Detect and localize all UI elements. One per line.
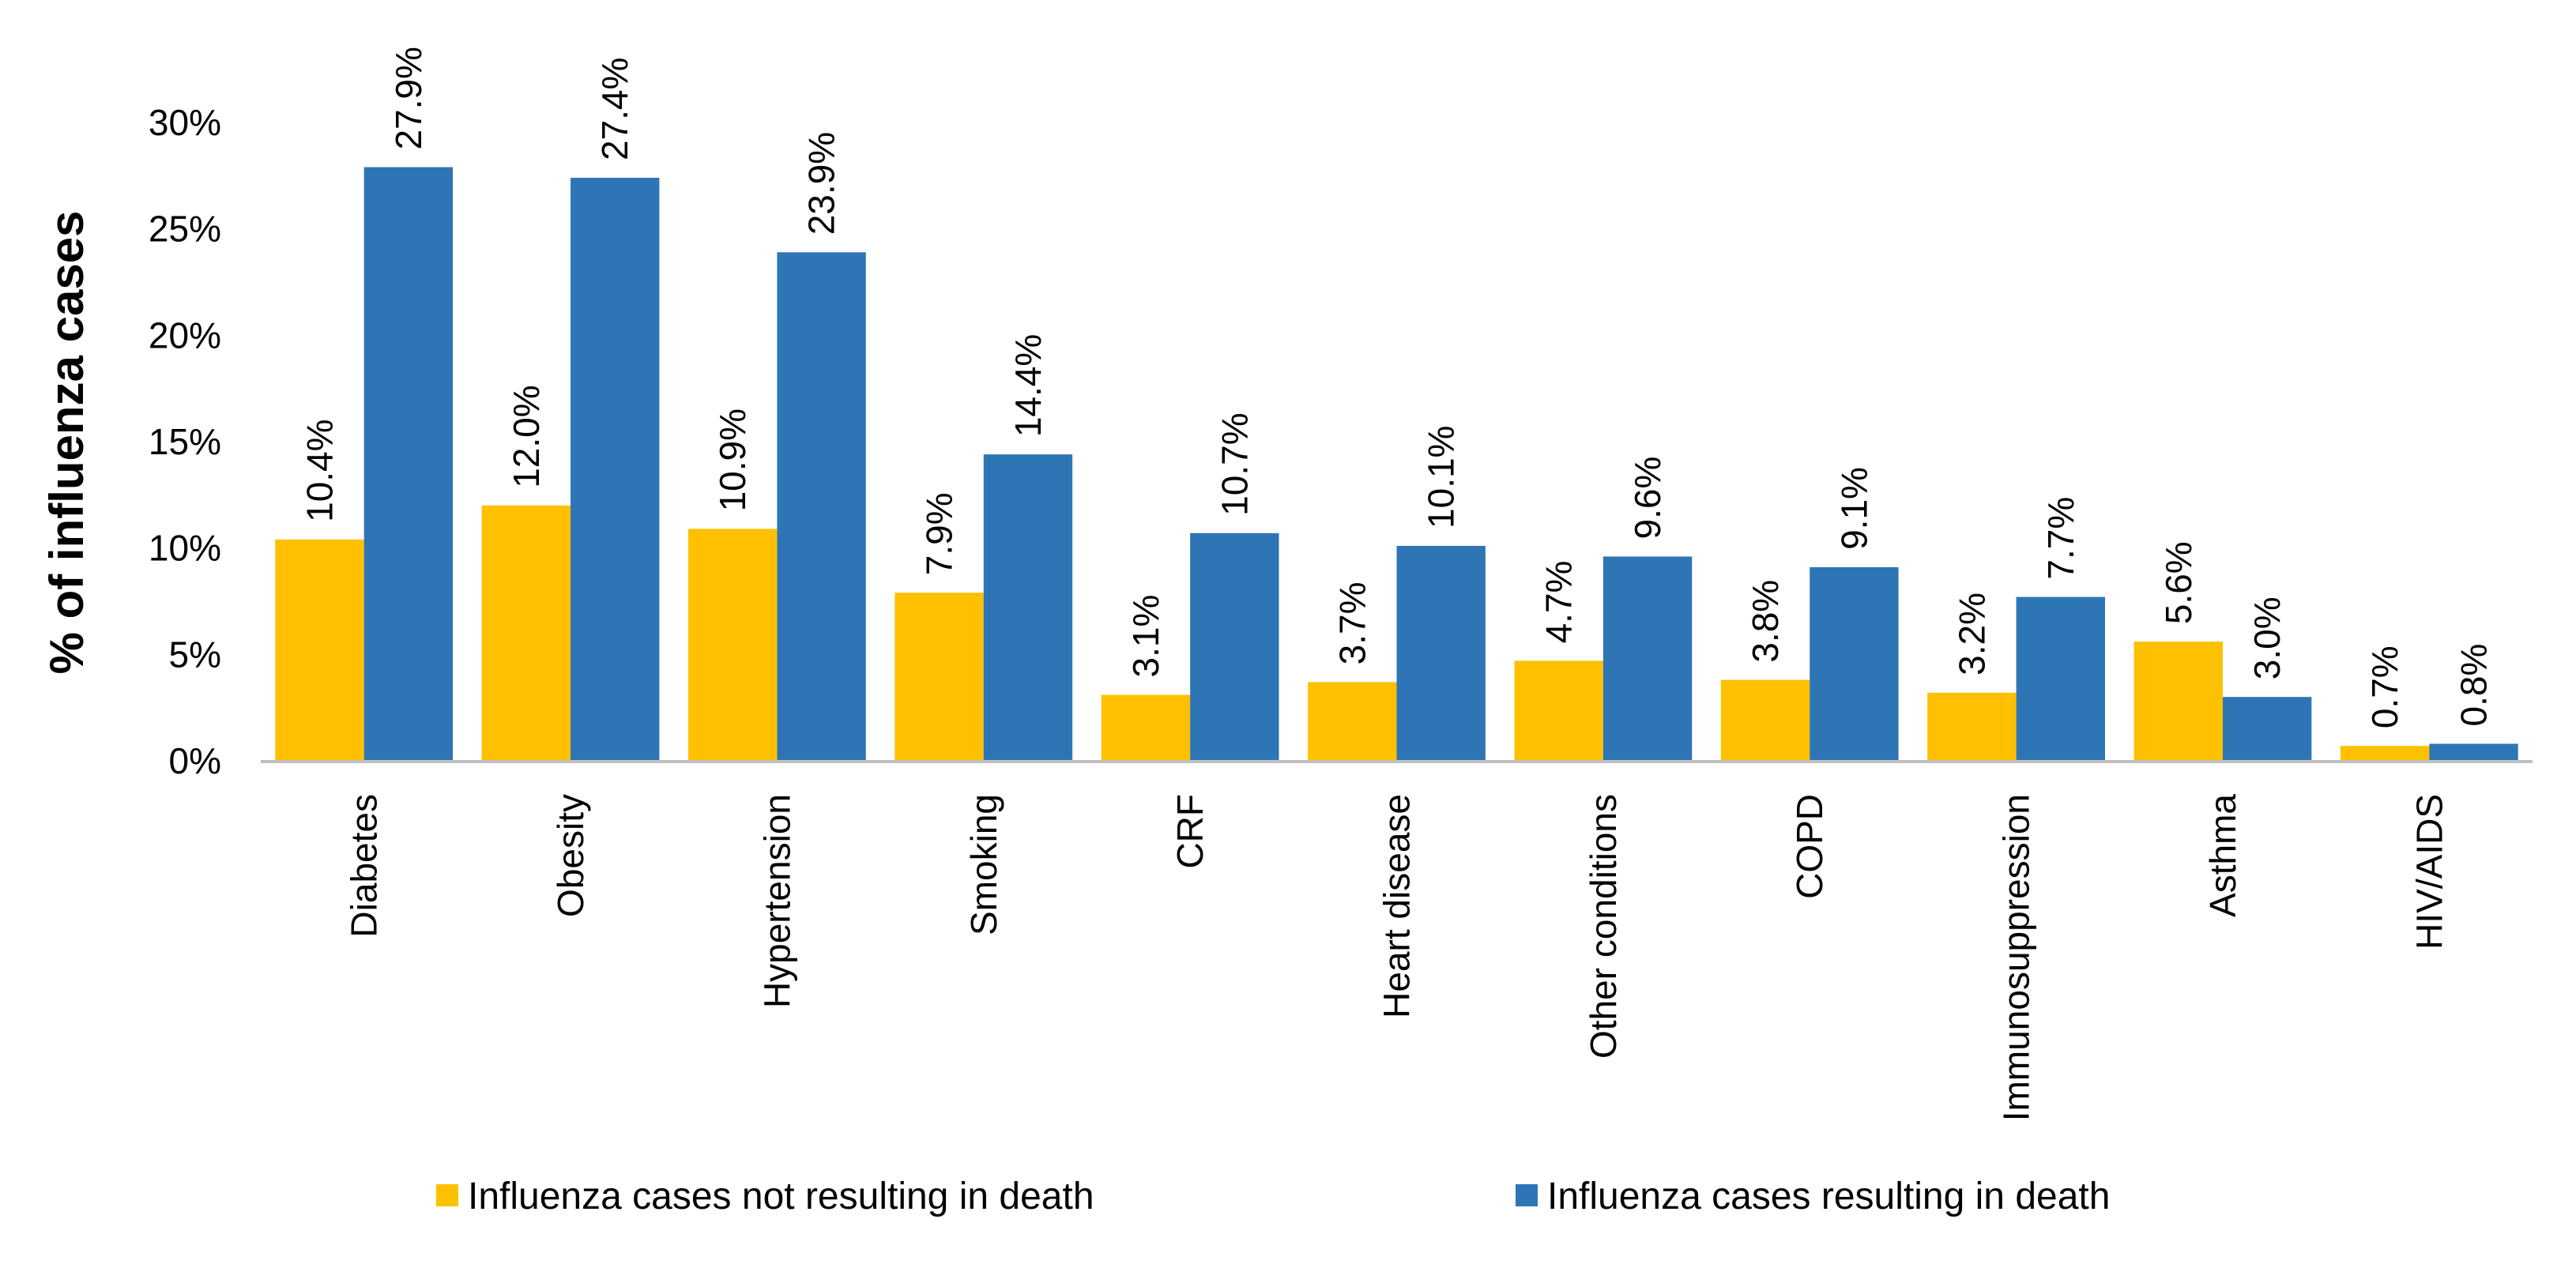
bar-non-fatal bbox=[2340, 746, 2430, 761]
bar-non-fatal bbox=[688, 529, 778, 761]
bar-fatal bbox=[1190, 532, 1279, 761]
data-label: 12.0% bbox=[506, 385, 547, 487]
data-label: 27.9% bbox=[388, 47, 429, 149]
data-label: 9.1% bbox=[1833, 467, 1874, 550]
y-axis-title-group: % of influenza cases bbox=[40, 211, 93, 675]
bar-non-fatal bbox=[1927, 692, 2017, 761]
bar-fatal bbox=[1396, 545, 1486, 761]
category-label: Diabetes bbox=[344, 794, 385, 938]
data-label: 5.6% bbox=[2158, 541, 2199, 624]
bar-fatal bbox=[363, 167, 454, 761]
data-label: 0.8% bbox=[2454, 644, 2495, 727]
bar-fatal bbox=[2016, 596, 2105, 761]
bar-fatal bbox=[777, 252, 866, 761]
data-label: 0.7% bbox=[2364, 645, 2405, 728]
y-tick-label: 0% bbox=[169, 740, 221, 781]
data-label: 27.4% bbox=[594, 58, 635, 160]
bar-fatal bbox=[1810, 566, 1899, 761]
legend-swatch bbox=[436, 1184, 458, 1206]
legend: Influenza cases not resulting in death In… bbox=[436, 1176, 2110, 1217]
legend-swatch bbox=[1516, 1184, 1538, 1206]
bar-fatal bbox=[2222, 697, 2312, 761]
y-tick-label: 30% bbox=[149, 102, 221, 143]
data-label: 14.4% bbox=[1007, 334, 1049, 437]
y-tick-label: 5% bbox=[169, 634, 221, 675]
data-label: 10.1% bbox=[1421, 426, 1462, 529]
y-axis-title: % of influenza cases bbox=[40, 211, 93, 675]
bar-non-fatal bbox=[1720, 679, 1810, 761]
bar-non-fatal bbox=[1101, 694, 1191, 761]
data-label: 3.7% bbox=[1331, 581, 1373, 664]
bar-fatal bbox=[983, 454, 1073, 761]
y-tick-label: 25% bbox=[149, 209, 221, 250]
data-label: 10.4% bbox=[299, 419, 340, 521]
data-label: 3.8% bbox=[1745, 580, 1786, 663]
bar-non-fatal bbox=[2133, 642, 2223, 761]
category-label: Obesity bbox=[550, 794, 591, 917]
legend-label: Influenza cases resulting in death bbox=[1547, 1176, 2110, 1217]
y-tick-label: 15% bbox=[149, 421, 221, 462]
category-labels: Diabetes Obesity Hypertension Smoking CRF Hea… bbox=[344, 794, 2450, 1122]
data-label: 10.7% bbox=[1214, 412, 1255, 515]
category-label: Smoking bbox=[963, 794, 1004, 935]
category-label: Asthma bbox=[2202, 794, 2243, 917]
bars bbox=[275, 167, 2518, 761]
category-label: CRF bbox=[1169, 794, 1211, 869]
bar-non-fatal bbox=[894, 593, 984, 761]
category-label: Hypertension bbox=[756, 794, 797, 1008]
category-label: COPD bbox=[1789, 794, 1830, 899]
bar-fatal bbox=[1602, 556, 1693, 761]
data-label: 3.0% bbox=[2246, 596, 2288, 679]
y-axis-ticks: 0% 5% 10% 15% 20% 25% 30% bbox=[149, 102, 221, 781]
data-label: 7.7% bbox=[2040, 497, 2081, 580]
bar-fatal bbox=[2429, 743, 2518, 761]
category-label: Immunosuppression bbox=[1996, 794, 2037, 1121]
data-label: 3.1% bbox=[1125, 595, 1166, 678]
category-label: Heart disease bbox=[1377, 794, 1418, 1018]
data-label: 23.9% bbox=[801, 132, 842, 235]
data-label: 4.7% bbox=[1538, 561, 1580, 644]
bar-non-fatal bbox=[1308, 682, 1397, 761]
data-label: 9.6% bbox=[1627, 457, 1668, 540]
category-label: Other conditions bbox=[1583, 794, 1624, 1059]
category-label: HIV/AIDS bbox=[2408, 794, 2450, 950]
bar-non-fatal bbox=[275, 539, 364, 761]
data-label: 3.2% bbox=[1951, 593, 1992, 675]
data-label: 7.9% bbox=[919, 492, 960, 575]
bar-non-fatal bbox=[481, 505, 571, 761]
y-tick-label: 20% bbox=[149, 314, 221, 356]
bar-non-fatal bbox=[1514, 660, 1603, 761]
data-labels: 10.4% 27.9% 12.0% 27.4% 10.9% 23.9% 7.9% 14.4% 3… bbox=[299, 47, 2494, 728]
data-label: 10.9% bbox=[712, 408, 753, 511]
legend-label: Influenza cases not resulting in death bbox=[468, 1176, 1094, 1217]
bar-fatal bbox=[571, 178, 660, 761]
y-tick-label: 10% bbox=[149, 528, 221, 569]
